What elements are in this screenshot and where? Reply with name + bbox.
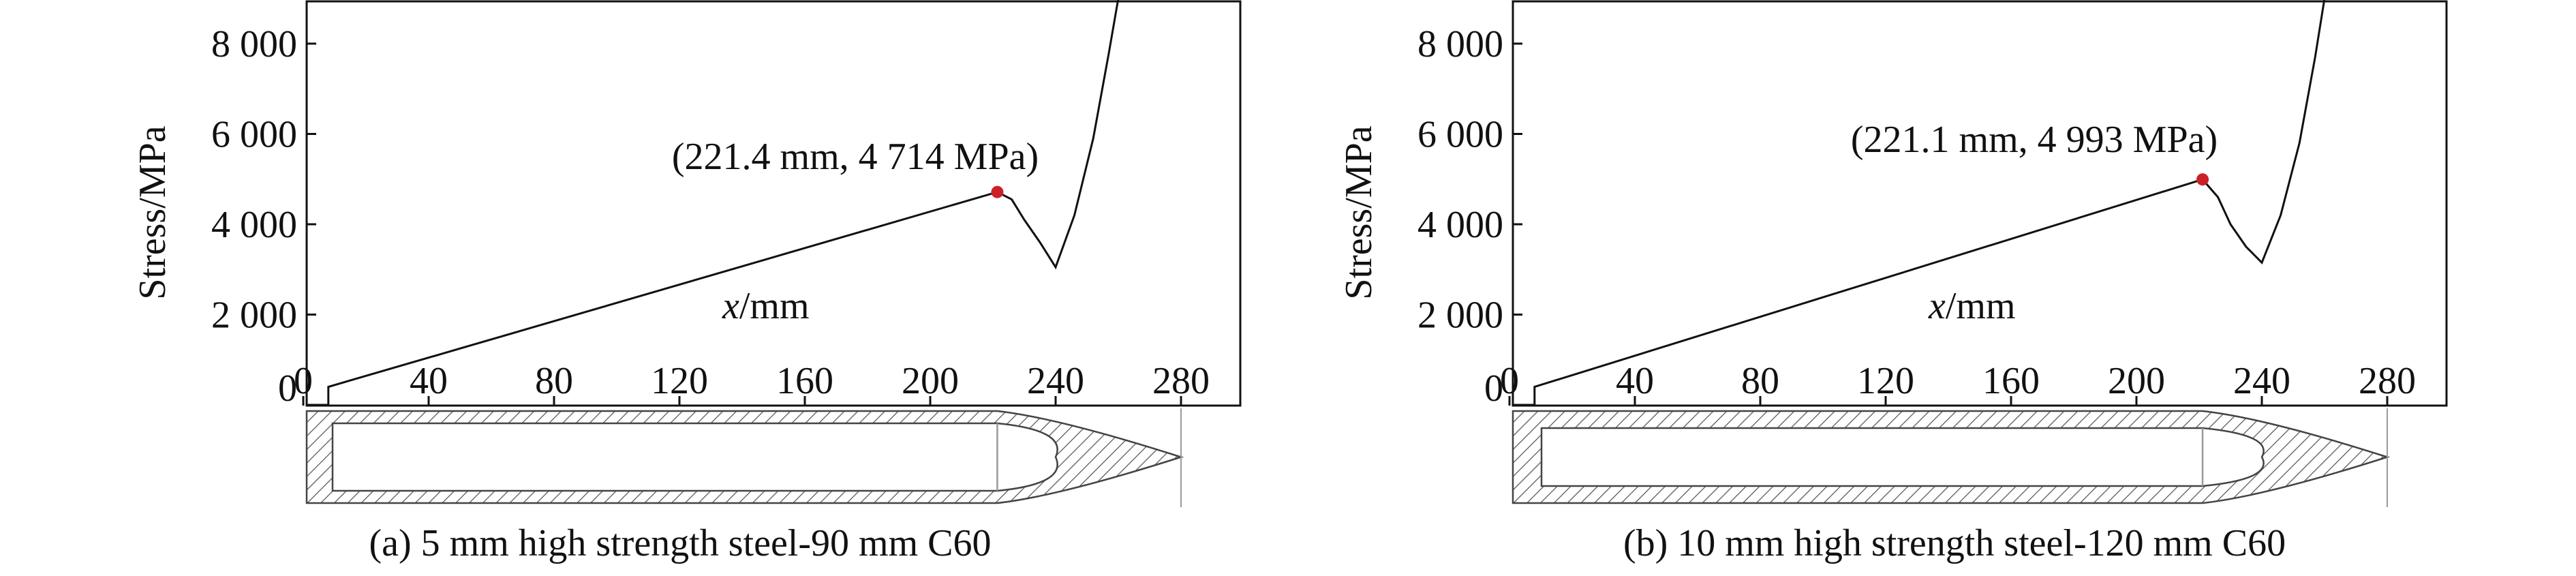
y-tick-label-a-2000: 2 000 <box>211 294 297 337</box>
x-axis-variable-a: x <box>722 285 739 327</box>
x-tick-label-a-240: 240 <box>1027 360 1084 402</box>
y-tick-label-a-8000: 8 000 <box>211 23 297 65</box>
x-tick-label-b-240: 240 <box>2233 360 2290 402</box>
plot-area-b: 0 40 80 120 160 200 240 280 0 2 000 4 000 6 000 8 00… <box>1417 0 2448 410</box>
plot-area-a: 0 40 80 120 160 200 240 280 0 2 000 4 000 6 000 8 00… <box>211 0 1242 410</box>
y-tick-label-a-4000: 4 000 <box>211 204 297 246</box>
plot-frame-b <box>1512 0 2448 407</box>
plot-frame-a <box>305 0 1242 407</box>
x-tick-label-a-0: 0 <box>294 360 313 402</box>
x-tick-label-a-200: 200 <box>902 360 959 402</box>
annotation-label-b: (221.1 mm, 4 993 MPa) <box>1851 119 2218 161</box>
x-tick-label-b-80: 80 <box>1741 360 1779 402</box>
projectile-diagram-a <box>305 408 1184 507</box>
x-tick-label-a-280: 280 <box>1152 360 1210 402</box>
x-tick-label-b-200: 200 <box>2108 360 2165 402</box>
x-tick-label-a-120: 120 <box>651 360 708 402</box>
y-axis-label-a: Stress/MPa <box>132 125 174 299</box>
y-tick-label-b-4000: 4 000 <box>1417 204 1503 246</box>
x-axis-label-a: x/mm <box>722 285 810 327</box>
x-tick-label-b-160: 160 <box>1982 360 2040 402</box>
projectile-core-b <box>1540 427 2265 487</box>
x-axis-unit-b: /mm <box>1946 285 2016 327</box>
x-tick-label-a-80: 80 <box>535 360 573 402</box>
chart-panel-a: 0 40 80 120 160 200 240 280 0 2 000 4 000 6 000 8 00… <box>132 0 1242 564</box>
caption-b: (b) 10 mm high strength steel-120 mm C60 <box>1623 522 2286 564</box>
y-axis-label-b: Stress/MPa <box>1338 125 1380 299</box>
y-tick-label-a-0: 0 <box>278 367 297 410</box>
y-tick-label-b-0: 0 <box>1484 367 1503 410</box>
x-axis-variable-b: x <box>1928 285 1946 327</box>
x-tick-label-b-0: 0 <box>1500 360 1519 402</box>
y-tick-label-b-6000: 6 000 <box>1417 114 1503 156</box>
y-tick-label-a-6000: 6 000 <box>211 114 297 156</box>
projectile-diagram-b <box>1512 408 2391 507</box>
chart-panel-b: 0 40 80 120 160 200 240 280 0 2 000 4 000 6 000 8 00… <box>1338 0 2448 564</box>
x-tick-label-b-120: 120 <box>1857 360 1914 402</box>
x-tick-label-b-40: 40 <box>1616 360 1654 402</box>
annotation-label-a: (221.4 mm, 4 714 MPa) <box>672 136 1039 178</box>
y-tick-label-b-2000: 2 000 <box>1417 294 1503 337</box>
x-axis-label-b: x/mm <box>1928 285 2016 327</box>
peak-marker-a <box>991 185 1004 198</box>
peak-marker-b <box>2196 173 2209 186</box>
projectile-core-a <box>331 422 1058 492</box>
x-tick-label-a-160: 160 <box>776 360 833 402</box>
stress-curve-b <box>1513 0 2326 406</box>
x-tick-label-a-40: 40 <box>410 360 448 402</box>
y-tick-label-b-8000: 8 000 <box>1417 23 1503 65</box>
x-tick-label-b-280: 280 <box>2359 360 2416 402</box>
stress-curve-a <box>307 0 1120 406</box>
caption-a: (a) 5 mm high strength steel-90 mm C60 <box>369 522 992 564</box>
x-axis-unit-a: /mm <box>739 285 810 327</box>
